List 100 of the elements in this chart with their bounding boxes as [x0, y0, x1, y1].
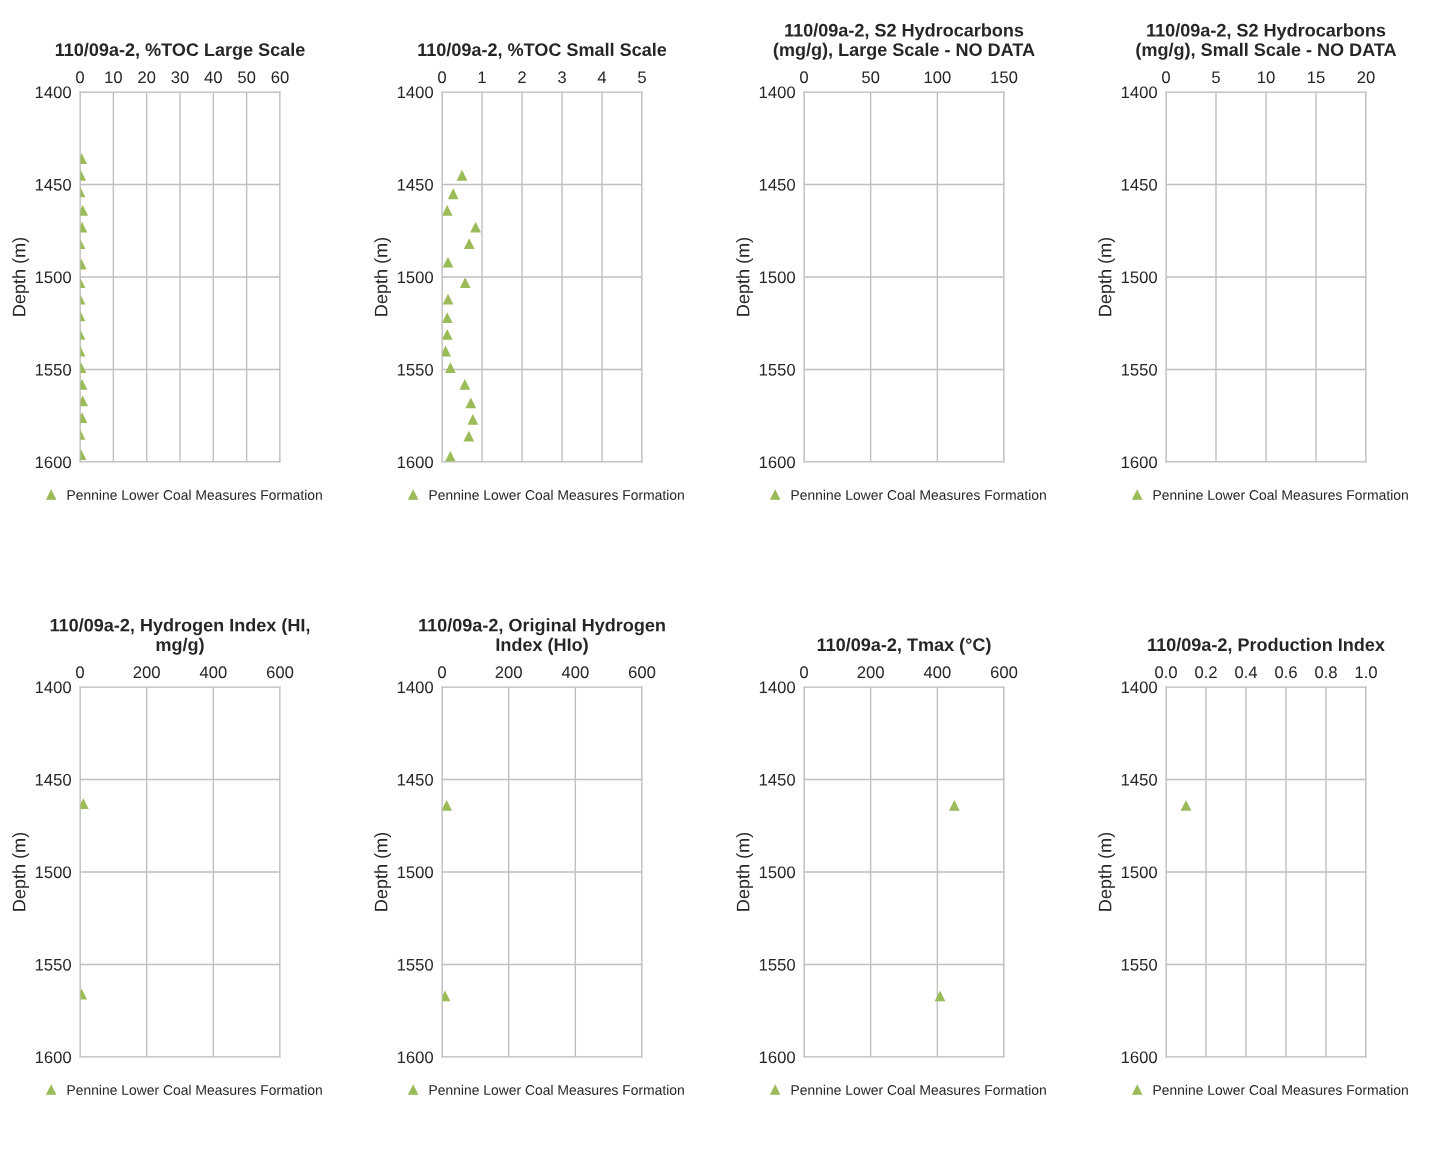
y-tick-label: 1500 — [397, 271, 434, 284]
y-axis-title: Depth (m) — [374, 237, 392, 316]
y-tick-label: 1500 — [397, 866, 434, 879]
x-tick-label: 0.4 — [1235, 666, 1258, 679]
y-axis-title: Depth (m) — [12, 237, 30, 316]
x-tick-label: 15 — [1308, 71, 1325, 84]
y-tick-label: 1400 — [397, 681, 434, 694]
y-tick-label: 1450 — [397, 773, 434, 786]
x-tick-label: 600 — [990, 666, 1018, 679]
y-tick-label: 1400 — [759, 681, 796, 694]
x-tick-label: 1 — [478, 71, 486, 83]
x-tick-label: 5 — [638, 71, 646, 84]
x-tick-label: 100 — [924, 71, 951, 84]
x-tick-label: 0.8 — [1315, 666, 1337, 679]
chart-title: 110/09a-2, S2 Hydrocarbons (mg/g), Large Scale - NO DATA — [773, 23, 1035, 60]
y-axis-title: Depth (m) — [374, 832, 392, 911]
y-tick-label: 1500 — [1121, 271, 1158, 284]
x-tick-label: 600 — [628, 666, 656, 679]
y-tick-label: 1600 — [1121, 1051, 1158, 1064]
chart-title: 110/09a-2, Production Index — [1148, 637, 1385, 654]
x-tick-label: 400 — [199, 666, 227, 679]
chart-title: 110/09a-2, %TOC Small Scale — [418, 42, 667, 59]
x-tick-label: 20 — [138, 71, 156, 84]
y-tick-label: 1450 — [759, 773, 796, 786]
x-tick-label: 30 — [171, 71, 189, 84]
legend-label: Pennine Lower Coal Measures Formation — [791, 1084, 1046, 1095]
point — [467, 414, 479, 425]
y-tick-label: 1450 — [1121, 178, 1158, 191]
y-tick-label: 1550 — [759, 958, 796, 971]
y-tick-label: 1550 — [397, 958, 434, 971]
point — [456, 169, 468, 181]
x-tick-label: 50 — [238, 71, 256, 84]
x-tick-label: 0 — [76, 71, 84, 84]
chart-title: 110/09a-2, S2 Hydrocarbons (mg/g), Small Scale - NO DATA — [1136, 23, 1397, 60]
y-tick-label: 1450 — [35, 178, 72, 191]
legend-label: Pennine Lower Coal Measures Formation — [1153, 1084, 1408, 1095]
y-tick-label: 1600 — [1121, 456, 1158, 469]
point — [445, 362, 456, 374]
x-tick-label: 0.6 — [1275, 666, 1297, 679]
x-tick-label: 3 — [558, 71, 566, 84]
legend-label: Pennine Lower Coal Measures Formation — [67, 1084, 322, 1095]
y-tick-label: 1600 — [759, 1051, 796, 1064]
x-tick-label: 200 — [857, 666, 884, 679]
point — [442, 312, 453, 324]
point — [442, 293, 454, 305]
chart-title: 110/09a-2, Tmax (°C) — [817, 637, 991, 655]
chart-title: 110/09a-2, %TOC Large Scale — [55, 42, 305, 60]
point — [442, 328, 453, 340]
x-tick-label: 20 — [1357, 71, 1375, 84]
x-tick-label: 150 — [991, 71, 1018, 84]
point — [463, 238, 475, 250]
x-tick-label: 10 — [1258, 71, 1275, 84]
x-tick-label: 0 — [800, 71, 808, 84]
x-tick-label: 200 — [495, 666, 522, 679]
x-tick-label: 600 — [266, 666, 294, 679]
y-tick-label: 1600 — [35, 456, 72, 469]
y-tick-label: 1400 — [1121, 681, 1158, 694]
y-tick-label: 1400 — [1121, 86, 1158, 99]
x-tick-label: 200 — [133, 666, 160, 679]
x-tick-label: 5 — [1212, 71, 1220, 84]
y-tick-label: 1600 — [35, 1051, 72, 1064]
x-tick-label: 0 — [800, 666, 808, 679]
x-tick-label: 50 — [862, 71, 880, 84]
y-tick-label: 1450 — [35, 773, 72, 786]
point — [442, 256, 454, 268]
legend-label: Pennine Lower Coal Measures Formation — [791, 489, 1046, 500]
x-tick-label: 0 — [76, 666, 84, 679]
x-tick-label: 2 — [518, 71, 526, 83]
x-tick-label: 400 — [923, 666, 951, 679]
y-axis-title: Depth (m) — [736, 832, 754, 911]
y-tick-label: 1600 — [759, 456, 796, 469]
point — [442, 205, 453, 216]
y-tick-label: 1400 — [759, 86, 796, 99]
y-tick-label: 1500 — [1121, 866, 1158, 879]
y-tick-label: 1600 — [397, 1051, 434, 1064]
y-tick-label: 1550 — [1121, 958, 1158, 971]
y-tick-label: 1400 — [35, 86, 72, 99]
x-tick-label: 0.2 — [1195, 666, 1217, 679]
x-tick-label: 0 — [438, 666, 446, 679]
legend-label: Pennine Lower Coal Measures Formation — [1153, 489, 1408, 500]
chart-title: 110/09a-2, Hydrogen Index (HI, mg/g) — [50, 618, 310, 655]
x-tick-label: 0 — [1162, 71, 1170, 84]
y-axis-title: Depth (m) — [1098, 237, 1116, 316]
y-tick-label: 1450 — [397, 178, 434, 191]
y-tick-label: 1500 — [759, 866, 796, 879]
point — [465, 397, 477, 409]
chart-title: 110/09a-2, Original Hydrogen Index (HIo) — [419, 618, 665, 655]
y-axis-title: Depth (m) — [12, 832, 30, 911]
legend-label: Pennine Lower Coal Measures Formation — [429, 489, 684, 500]
x-tick-label: 1.0 — [1355, 666, 1377, 679]
y-tick-label: 1450 — [1121, 773, 1158, 786]
legend-label: Pennine Lower Coal Measures Formation — [429, 1084, 684, 1095]
y-tick-label: 1400 — [35, 681, 72, 694]
y-tick-label: 1400 — [397, 86, 434, 99]
y-axis-title: Depth (m) — [736, 237, 754, 316]
y-tick-label: 1600 — [397, 456, 434, 469]
legend-label: Pennine Lower Coal Measures Formation — [67, 489, 322, 500]
point — [459, 277, 471, 288]
x-tick-label: 10 — [105, 71, 122, 84]
x-tick-label: 0.0 — [1155, 666, 1177, 679]
